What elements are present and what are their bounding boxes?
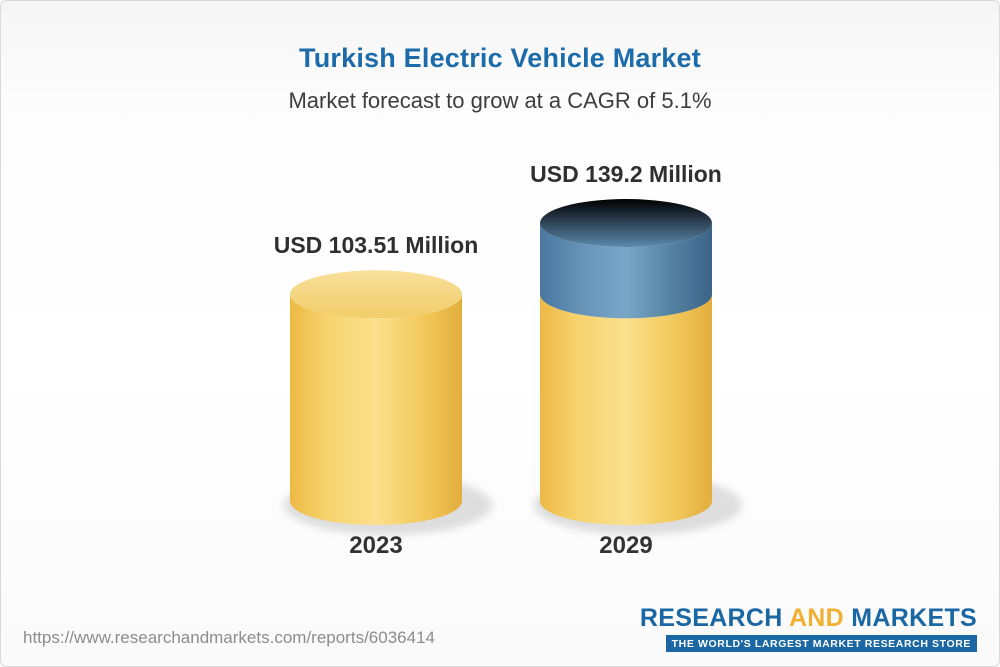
category-label-2029: 2029	[599, 532, 653, 559]
chart-subtitle: Market forecast to grow at a CAGR of 5.1…	[288, 88, 712, 113]
cylinder-base-segment	[290, 294, 462, 525]
cylinder-top-gold	[290, 270, 462, 319]
cylinder-top-blue	[540, 199, 712, 247]
value-label-2023: USD 103.51 Million	[273, 232, 479, 259]
source-url[interactable]: https://www.researchandmarkets.com/repor…	[23, 628, 435, 647]
logo-word-markets: MARKETS	[851, 603, 977, 632]
chart-title: Turkish Electric Vehicle Market	[299, 43, 701, 73]
cylinder-base-segment	[540, 294, 712, 525]
cylinder-growth-segment	[540, 223, 712, 319]
logo-word-research: RESEARCH	[639, 603, 783, 632]
chart-canvas	[284, 199, 742, 535]
logo-word-and: AND	[788, 603, 845, 632]
research-and-markets-logo: RESEARCH AND MARKETS THE WORLD'S LARGEST…	[639, 603, 977, 652]
value-label-2029: USD 139.2 Million	[530, 161, 722, 187]
category-label-2023: 2023	[349, 532, 403, 559]
logo-tagline: THE WORLD'S LARGEST MARKET RESEARCH STOR…	[665, 635, 977, 652]
logo-wordmark: RESEARCH AND MARKETS	[639, 603, 977, 633]
